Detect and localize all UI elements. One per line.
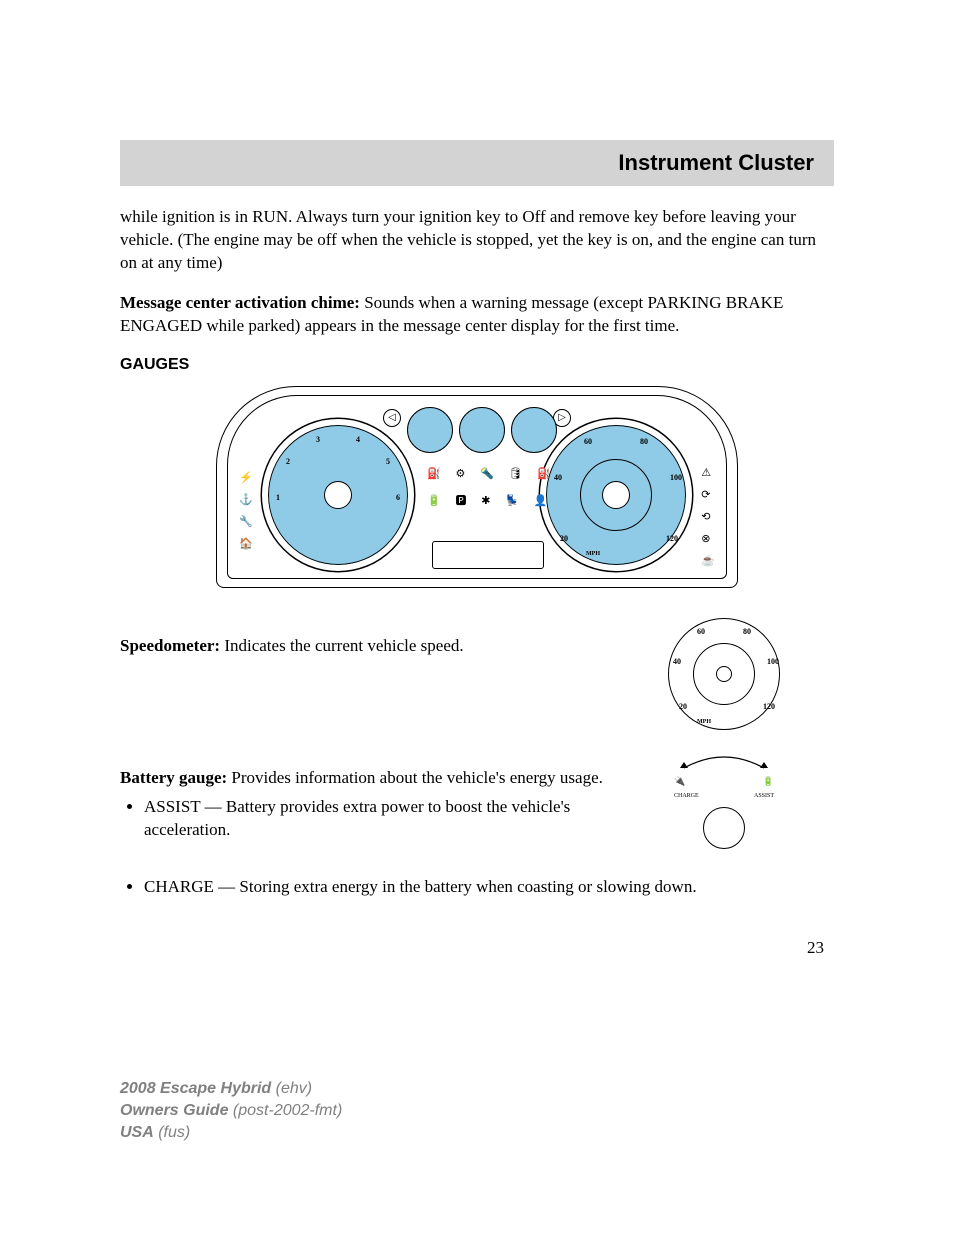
speed-tick: 60 <box>584 437 592 446</box>
battery-arc-icon <box>674 750 774 770</box>
battery-section: Battery gauge: Provides information abou… <box>120 750 834 856</box>
mini-tick: 80 <box>743 627 751 636</box>
page-content: Instrument Cluster while ignition is in … <box>0 0 954 1235</box>
footer-line-2: Owners Guide (post-2002-fmt) <box>120 1100 834 1122</box>
speed-tick: 80 <box>640 437 648 446</box>
tach-tick: 6 <box>396 493 400 502</box>
header-bar: Instrument Cluster <box>120 140 834 186</box>
chime-label: Message center activation chime: <box>120 293 360 312</box>
speedometer-mini-gauge: 20 40 60 80 100 120 MPH <box>668 618 780 730</box>
speedometer-section: Speedometer: Indicates the current vehic… <box>120 618 834 730</box>
battery-gauge-circle <box>703 807 745 849</box>
footer-line-3: USA (fus) <box>120 1122 834 1144</box>
page-number: 23 <box>120 938 824 958</box>
tach-tick: 3 <box>316 435 320 444</box>
charge-icon: 🔌 <box>674 776 685 787</box>
speedometer-description: Speedometer: Indicates the current vehic… <box>120 635 634 658</box>
tach-tick: 5 <box>386 457 390 466</box>
mini-tick: 100 <box>767 657 779 666</box>
tach-tick: 2 <box>286 457 290 466</box>
speedometer-mini-figure: 20 40 60 80 100 120 MPH <box>654 618 794 730</box>
tach-tick: 4 <box>356 435 360 444</box>
battery-bullets-continued: CHARGE — Storing extra energy in the bat… <box>120 876 834 899</box>
mini-tick: 40 <box>673 657 681 666</box>
mini-tick: 120 <box>763 702 775 711</box>
mini-tick: 20 <box>679 702 687 711</box>
assist-icon: 🔋 <box>763 776 774 787</box>
speedometer-text: Indicates the current vehicle speed. <box>220 636 464 655</box>
speed-tick: 20 <box>560 534 568 543</box>
battery-label: Battery gauge: <box>120 768 227 787</box>
mini-unit: MPH <box>697 719 711 725</box>
battery-description: Battery gauge: Provides information abou… <box>120 767 634 790</box>
speedo-unit: MPH <box>586 551 600 557</box>
right-indicator-icons: ⚠ ⟳ ⟲ ⊗ ☕ <box>701 462 715 572</box>
speed-tick: 100 <box>670 473 682 482</box>
footer-line-1: 2008 Escape Hybrid (ehv) <box>120 1078 834 1100</box>
warning-icons-row-1: ⛽ ⚙ 🔦 🛢 ⛽ <box>427 467 557 480</box>
warning-icons-row-2: 🔋 🅿 ✱ 💺 👤 <box>427 492 553 508</box>
battery-bullets: ASSIST — Battery provides extra power to… <box>120 796 634 842</box>
speedometer-label: Speedometer: <box>120 636 220 655</box>
fuel-gauge <box>407 407 453 453</box>
footer-block: 2008 Escape Hybrid (ehv) Owners Guide (p… <box>120 1078 834 1143</box>
battery-mini-figure: 🔌 🔋 CHARGE ASSIST <box>654 750 794 849</box>
assist-label: ASSIST <box>754 793 774 799</box>
lcd-display <box>432 541 544 569</box>
gauges-heading: GAUGES <box>120 356 834 374</box>
instrument-cluster-figure: ◁ ▷ 1 2 3 4 5 6 20 40 60 80 100 <box>216 386 738 588</box>
paragraph-ignition: while ignition is in RUN. Always turn yo… <box>120 206 834 275</box>
battery-arc-gauge <box>459 407 505 453</box>
tachometer-gauge: 1 2 3 4 5 6 <box>262 419 414 571</box>
paragraph-chime: Message center activation chime: Sounds … <box>120 292 834 338</box>
charge-label: CHARGE <box>674 793 699 799</box>
left-indicator-icons: ⚡ ⚓ 🔧 🏠 <box>239 467 253 555</box>
tach-tick: 1 <box>276 493 280 502</box>
speedometer-gauge: 20 40 60 80 100 120 MPH <box>540 419 692 571</box>
bullet-charge: CHARGE — Storing extra energy in the bat… <box>144 876 834 899</box>
page-title: Instrument Cluster <box>618 150 814 175</box>
battery-text: Provides information about the vehicle's… <box>227 768 603 787</box>
speed-tick: 120 <box>666 534 678 543</box>
bullet-assist: ASSIST — Battery provides extra power to… <box>144 796 634 842</box>
mini-tick: 60 <box>697 627 705 636</box>
